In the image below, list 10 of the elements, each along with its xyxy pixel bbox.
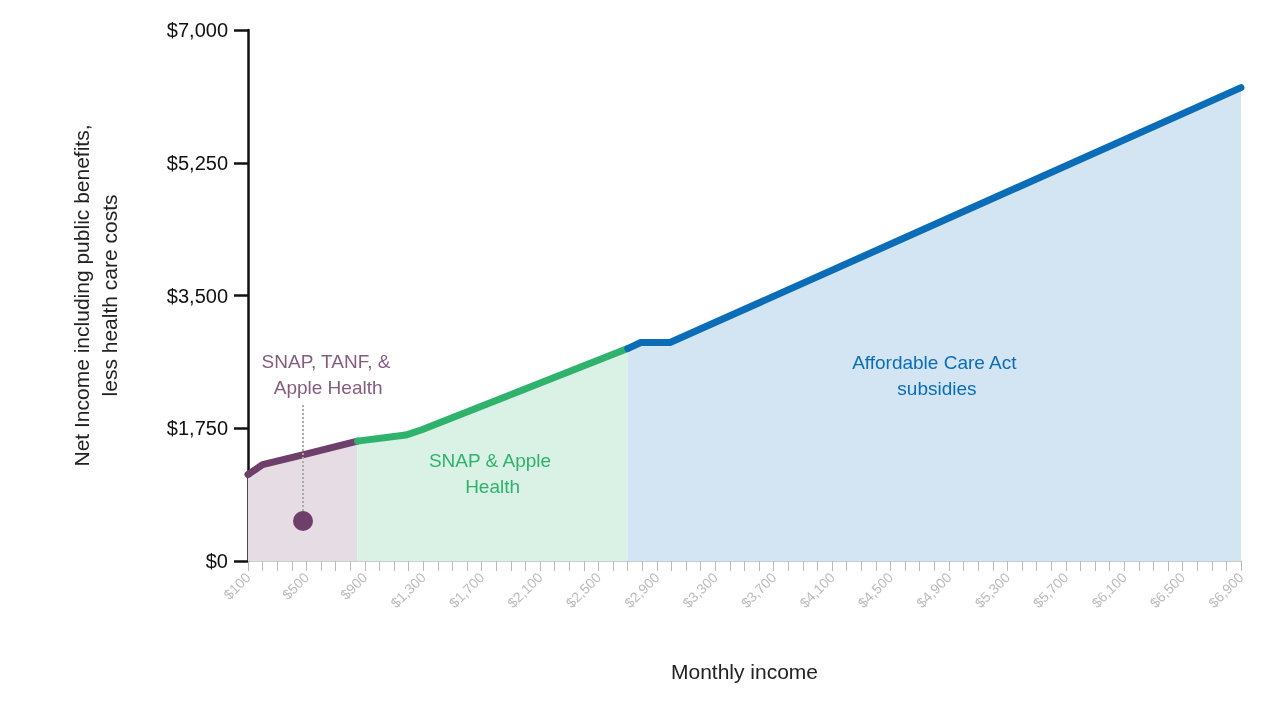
- y-tick-label: $0: [205, 550, 228, 572]
- x-axis-title: Monthly income: [670, 660, 819, 683]
- text: SNAP, TANF, & Apple Health: [261, 351, 391, 399]
- y-tick-label: $1,750: [166, 417, 228, 440]
- y-axis-title: Net Income including public benefits, less health care costs: [69, 124, 121, 467]
- series-label: SNAP & Apple Health: [428, 449, 557, 497]
- series-label: Affordable Care Act subsidies: [852, 352, 1018, 400]
- y-tick-label: $5,250: [166, 151, 228, 174]
- y-tick-label: $3,500: [166, 284, 228, 307]
- y-tick-label: $7,000: [166, 19, 228, 41]
